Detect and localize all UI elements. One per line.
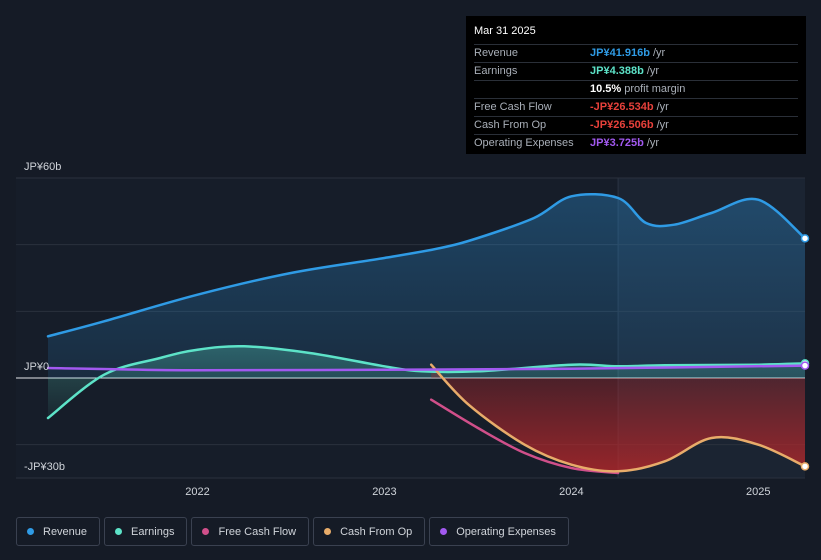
revenue-area — [48, 194, 805, 378]
revenue-line — [46, 192, 807, 338]
tooltip-row-label: Operating Expenses — [474, 137, 574, 149]
free-cash-flow-line — [429, 398, 620, 475]
tooltip-row-unit: /yr — [646, 137, 660, 149]
y-label-bottom: -JP¥30b — [24, 461, 65, 473]
revenue-end-dot — [800, 234, 810, 243]
tooltip-row: Operating Expenses JP¥3.725b/yr — [474, 135, 798, 152]
legend-item-cash-from-op[interactable]: Cash From Op — [313, 517, 426, 546]
tooltip-row-unit: /yr — [656, 101, 669, 113]
tooltip-row: 10.5% profit margin — [474, 81, 798, 99]
tooltip-panel: Mar 31 2025 Revenue JP¥41.916b/yr Earnings… — [466, 16, 806, 154]
tooltip-row: Earnings JP¥4.388b/yr — [474, 63, 798, 81]
tooltip-row-unit: /yr — [646, 65, 660, 77]
legend-label: Operating Expenses — [456, 525, 556, 538]
tooltip-row: Revenue JP¥41.916b/yr — [474, 45, 798, 63]
y-label-top: JP¥60b — [24, 161, 61, 173]
legend-dot-icon — [27, 528, 34, 535]
legend-dot-icon — [440, 528, 448, 535]
legend-dot-icon — [324, 528, 332, 535]
legend-item-earnings[interactable]: Earnings — [104, 517, 188, 546]
legend-label: Free Cash Flow — [218, 525, 297, 538]
tooltip-row-value: -JP¥26.534b — [590, 101, 654, 113]
tooltip-row-unit: /yr — [652, 47, 666, 59]
legend-item-operating-expenses[interactable]: Operating Expenses — [429, 517, 569, 546]
tooltip-row-unit: /yr — [656, 119, 669, 131]
x-tick-2022: 2022 — [185, 486, 209, 498]
operating-expenses-line — [46, 364, 807, 372]
tooltip-row-value: -JP¥26.506b — [590, 119, 654, 131]
tooltip-row-label: Revenue — [474, 47, 519, 59]
tooltip-row-unit: profit margin — [624, 83, 686, 95]
legend-label: Earnings — [131, 525, 175, 538]
legend-dot-icon — [115, 528, 123, 535]
tooltip-row-value: 10.5% — [590, 83, 622, 95]
legend-label: Revenue — [43, 525, 88, 538]
x-tick-2024: 2024 — [559, 486, 583, 498]
legend-item-free-cash-flow[interactable]: Free Cash Flow — [191, 517, 310, 546]
operating-expenses-end-dot — [800, 361, 810, 370]
cash-from-op-line — [429, 363, 807, 473]
legend-dot-icon — [202, 528, 210, 535]
y-label-zero: JP¥0 — [24, 361, 49, 373]
tooltip-row-label: Free Cash Flow — [474, 101, 552, 113]
tooltip-row: Cash From Op -JP¥26.506b/yr — [474, 117, 798, 135]
tooltip-row-label: Earnings — [474, 65, 518, 77]
tooltip-row-label: Cash From Op — [474, 119, 547, 131]
tooltip-row: Free Cash Flow -JP¥26.534b/yr — [474, 99, 798, 117]
x-tick-2023: 2023 — [372, 486, 396, 498]
tooltip-row-value: JP¥41.916b — [590, 47, 650, 59]
tooltip-row-value: JP¥4.388b — [590, 65, 644, 77]
legend-label: Cash From Op — [340, 525, 413, 538]
legend: Revenue Earnings Free Cash Flow Cash From O… — [16, 517, 569, 546]
tooltip-row-value: JP¥3.725b — [590, 137, 644, 149]
x-tick-2025: 2025 — [746, 486, 770, 498]
legend-item-revenue[interactable]: Revenue — [16, 517, 101, 546]
cash-from-op-end-dot — [800, 462, 810, 471]
tooltip-row-label — [474, 81, 590, 98]
earnings-area — [48, 346, 805, 418]
tooltip-date: Mar 31 2025 — [474, 24, 798, 45]
